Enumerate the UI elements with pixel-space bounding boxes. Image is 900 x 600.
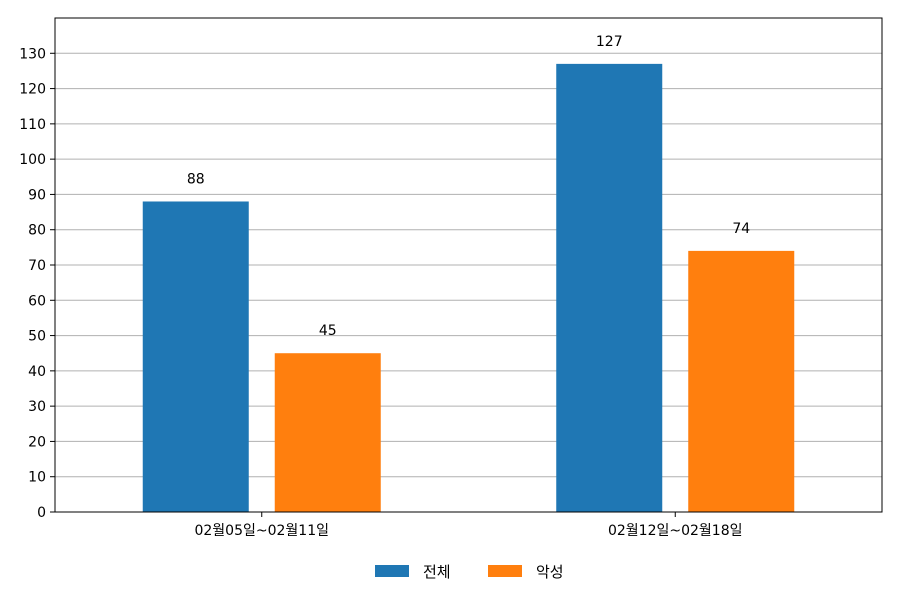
y-tick-label: 60 xyxy=(28,293,46,309)
y-tick-label: 90 xyxy=(28,187,46,203)
y-tick-label: 120 xyxy=(19,82,46,98)
bar xyxy=(274,353,381,512)
legend-label: 악성 xyxy=(536,563,564,581)
y-tick-label: 10 xyxy=(28,470,46,486)
bar-value-label: 127 xyxy=(596,34,623,50)
y-tick-label: 50 xyxy=(28,329,46,345)
plot-frame xyxy=(54,17,883,513)
data-labels: 88 45 127 74 xyxy=(187,34,750,339)
bar xyxy=(142,201,249,512)
bar-value-label: 88 xyxy=(187,171,205,187)
y-tick-label: 80 xyxy=(28,223,46,239)
x-tick-label: 02월12일~02월18일 xyxy=(608,523,743,539)
bar-value-label: 45 xyxy=(319,323,337,339)
bar xyxy=(556,63,663,512)
y-tick-label: 0 xyxy=(37,505,46,521)
bar xyxy=(688,250,795,512)
y-tick-label: 20 xyxy=(28,434,46,450)
y-tick-label: 110 xyxy=(19,117,46,133)
bars xyxy=(142,63,795,512)
y-tick-label: 30 xyxy=(28,399,46,415)
legend-swatch xyxy=(488,565,522,577)
y-tick-label: 40 xyxy=(28,364,46,380)
legend: 전체 악성 xyxy=(375,563,564,581)
legend-swatch xyxy=(375,565,409,577)
legend-label: 전체 xyxy=(423,563,451,581)
y-tick-label: 130 xyxy=(19,46,46,62)
bar-value-label: 74 xyxy=(732,221,750,237)
y-tick-label: 70 xyxy=(28,258,46,274)
x-tick-label: 02월05일~02월11일 xyxy=(194,523,329,539)
y-tick-label: 100 xyxy=(19,152,46,168)
axes: 0 10 20 30 40 50 60 70 80 90 100 110 120 130 02월05일~02… xyxy=(19,17,883,539)
